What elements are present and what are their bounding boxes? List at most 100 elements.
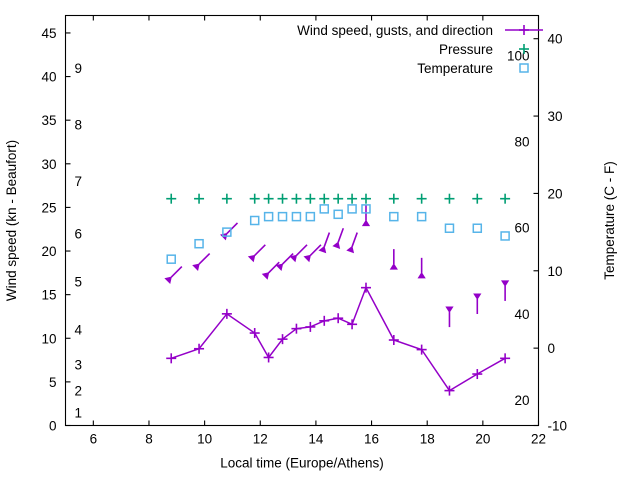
y-tick-label: 25 bbox=[41, 200, 56, 215]
data-point bbox=[194, 238, 204, 249]
data-point bbox=[444, 223, 455, 233]
wind-direction-arrow bbox=[318, 232, 331, 254]
data-point bbox=[347, 204, 357, 214]
legend-sample bbox=[505, 25, 543, 35]
wind-direction-arrow bbox=[275, 252, 294, 271]
y-tick-label: 10 bbox=[41, 331, 56, 346]
data-point bbox=[347, 193, 358, 204]
wind-direction-arrow bbox=[417, 257, 426, 279]
wind-direction-arrow bbox=[247, 244, 266, 263]
beaufort-label: 9 bbox=[75, 61, 83, 76]
data-point bbox=[472, 369, 483, 380]
wind-direction-arrow bbox=[164, 266, 183, 285]
y2-tick-label: 0 bbox=[548, 341, 556, 356]
data-point bbox=[291, 323, 302, 334]
data-point bbox=[388, 335, 399, 346]
beaufort-label: 3 bbox=[75, 357, 83, 372]
beaufort-label: 6 bbox=[75, 227, 83, 242]
data-point bbox=[319, 193, 330, 204]
data-point bbox=[347, 319, 358, 330]
data-point bbox=[221, 308, 232, 319]
data-point bbox=[333, 209, 343, 220]
data-point bbox=[500, 193, 511, 204]
data-point bbox=[500, 231, 510, 241]
legend-sample bbox=[519, 63, 529, 73]
y-tick-label: 45 bbox=[41, 26, 56, 41]
x-axis-title: Local time (Europe/Athens) bbox=[220, 456, 384, 471]
data-point bbox=[333, 193, 344, 204]
data-point bbox=[444, 385, 455, 396]
legend-sample bbox=[519, 44, 529, 54]
y-tick-label: 5 bbox=[49, 375, 57, 390]
x-tick-label: 14 bbox=[308, 432, 324, 447]
x-tick-label: 22 bbox=[531, 432, 546, 447]
fahrenheit-label: 100 bbox=[507, 49, 530, 64]
x-tick-label: 18 bbox=[420, 432, 435, 447]
wind-direction-arrow bbox=[303, 244, 322, 263]
y-tick-label: 40 bbox=[41, 70, 56, 85]
data-point bbox=[319, 204, 330, 214]
data-point bbox=[277, 334, 288, 345]
legend-label: Wind speed, gusts, and direction bbox=[297, 23, 493, 38]
y-tick-label: 0 bbox=[49, 419, 57, 434]
data-point bbox=[291, 193, 302, 204]
data-point bbox=[388, 193, 399, 204]
series-wind bbox=[164, 205, 511, 396]
y2-tick-label: -10 bbox=[548, 419, 568, 434]
wind-direction-arrow bbox=[389, 249, 398, 270]
x-tick-label: 12 bbox=[253, 432, 268, 447]
data-point bbox=[305, 193, 316, 204]
data-point bbox=[360, 193, 371, 204]
data-point bbox=[263, 352, 274, 363]
data-point bbox=[500, 353, 511, 364]
data-point bbox=[389, 211, 399, 222]
y-axis-title: Wind speed (kn - Beaufort) bbox=[4, 140, 19, 301]
data-point bbox=[166, 193, 177, 204]
data-point bbox=[263, 211, 274, 222]
data-point bbox=[291, 211, 302, 222]
data-point bbox=[277, 211, 288, 222]
y2-axis-title: Temperature (C - F) bbox=[602, 161, 617, 280]
y2-tick-label: 20 bbox=[548, 186, 563, 201]
series-temperature bbox=[166, 204, 510, 264]
data-point bbox=[319, 315, 330, 326]
y2-tick-label: 10 bbox=[548, 264, 563, 279]
data-point bbox=[416, 211, 427, 222]
x-tick-label: 10 bbox=[197, 432, 212, 447]
beaufort-label: 4 bbox=[75, 323, 83, 338]
wind-direction-arrow bbox=[192, 252, 211, 271]
wind-direction-arrow bbox=[332, 227, 345, 249]
y2-tick-label: 30 bbox=[548, 109, 563, 124]
wind-direction-arrow bbox=[361, 205, 371, 227]
data-point bbox=[305, 211, 316, 222]
data-point bbox=[222, 227, 232, 237]
data-point bbox=[194, 193, 205, 204]
data-point bbox=[305, 321, 316, 332]
fahrenheit-label: 60 bbox=[514, 220, 529, 235]
data-point bbox=[333, 313, 344, 324]
x-tick-label: 6 bbox=[90, 432, 98, 447]
beaufort-label: 1 bbox=[75, 405, 83, 420]
legend-label: Pressure bbox=[439, 42, 493, 57]
wind-direction-arrow bbox=[500, 280, 510, 301]
data-point bbox=[166, 254, 176, 264]
beaufort-label: 8 bbox=[75, 118, 83, 133]
legend-marker bbox=[519, 25, 529, 35]
data-point bbox=[249, 193, 260, 204]
data-point bbox=[361, 204, 371, 214]
x-tick-label: 8 bbox=[145, 432, 153, 447]
y-tick-label: 30 bbox=[41, 157, 56, 172]
y-tick-label: 20 bbox=[41, 244, 56, 259]
data-point bbox=[249, 215, 260, 226]
data-point bbox=[194, 343, 205, 354]
data-point bbox=[249, 328, 260, 339]
y-tick-label: 35 bbox=[41, 113, 56, 128]
wind-direction-arrow bbox=[346, 232, 358, 254]
data-point bbox=[444, 193, 455, 204]
data-point bbox=[416, 344, 427, 355]
beaufort-label: 5 bbox=[75, 275, 83, 290]
data-point bbox=[360, 282, 371, 293]
y-tick-label: 15 bbox=[41, 288, 56, 303]
